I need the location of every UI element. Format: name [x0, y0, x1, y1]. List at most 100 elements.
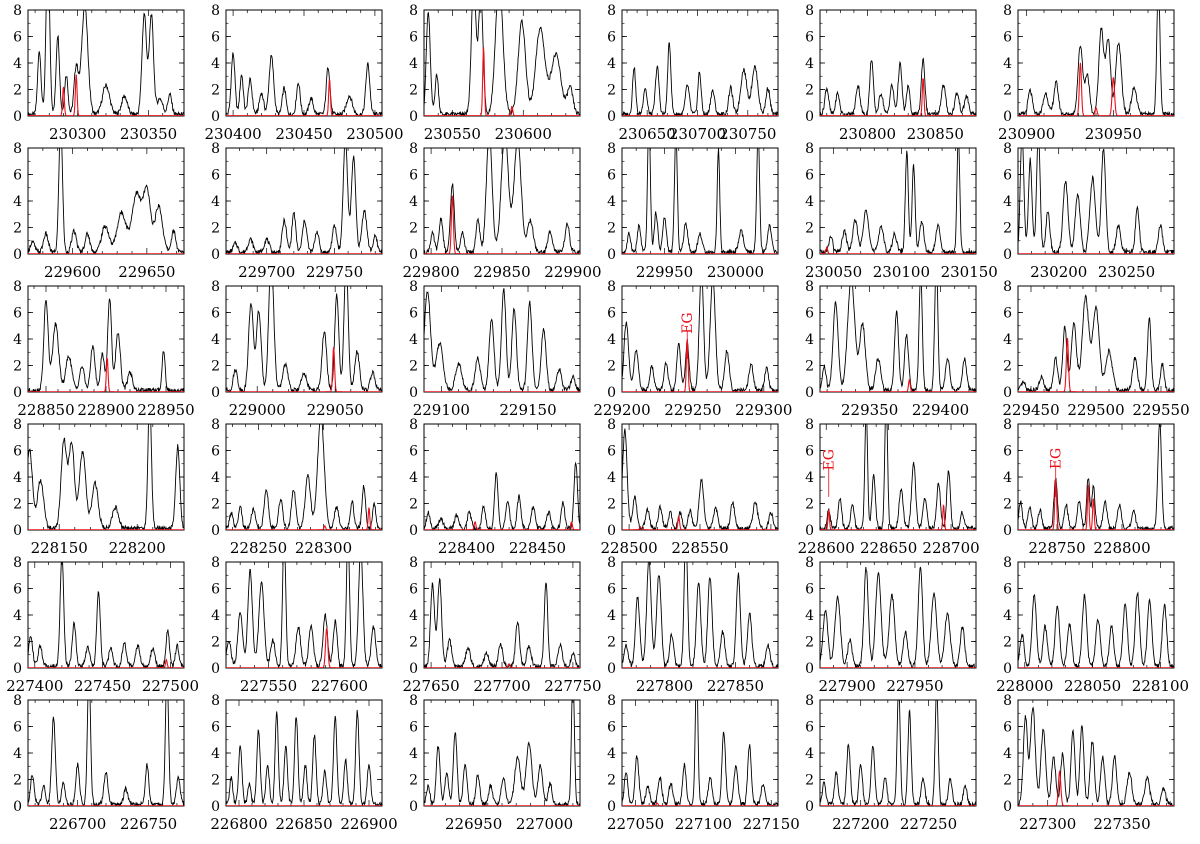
spectrum-panel-22: 0 2 4 6 8 228500 228550	[600, 417, 779, 557]
y-tick-label: 0	[409, 247, 418, 263]
spectrum-panel-3: 0 2 4 6 8 230550 230600	[409, 3, 581, 143]
y-tick-label: 4	[409, 608, 418, 624]
x-tick-label: 229100	[413, 401, 470, 419]
spectrum-panel-36: 0 2 4 6 8 227300 227350	[1003, 693, 1175, 833]
y-tick-label: 4	[607, 746, 616, 762]
x-tick-label: 228550	[671, 539, 728, 557]
observed-spectrum-line	[622, 42, 778, 116]
y-tick-label: 6	[805, 720, 814, 736]
observed-spectrum-line	[820, 424, 976, 530]
y-tick-label: 4	[211, 470, 220, 486]
y-tick-label: 8	[409, 3, 418, 19]
y-tick-label: 2	[607, 359, 616, 375]
observed-spectrum-line	[1018, 10, 1174, 116]
x-tick-label: 227800	[636, 677, 693, 695]
y-tick-label: 8	[1003, 693, 1012, 709]
x-tick-label: 227950	[886, 677, 943, 695]
observed-spectrum-line	[226, 286, 382, 392]
y-tick-label: 2	[1003, 83, 1012, 99]
observed-spectrum-line	[28, 424, 184, 530]
y-tick-label: 6	[607, 306, 616, 322]
model-spectrum-line	[226, 627, 382, 668]
x-tick-label: 227450	[74, 677, 131, 695]
y-tick-label: 8	[805, 141, 814, 157]
line-label: EG	[1049, 448, 1065, 469]
spectrum-panel-24: 0 2 4 6 8 228750 228800 EG	[1003, 417, 1175, 557]
y-tick-label: 4	[1003, 332, 1012, 348]
y-tick-label: 0	[211, 523, 220, 539]
model-spectrum-line	[820, 378, 976, 392]
x-tick-label: 230750	[719, 125, 776, 143]
x-tick-label: 227400	[6, 677, 63, 695]
x-tick-label: 228000	[996, 677, 1053, 695]
y-tick-label: 4	[13, 608, 22, 624]
spectrum-panel-34: 0 2 4 6 8 227050 227100 227150	[607, 693, 800, 833]
y-tick-label: 2	[805, 497, 814, 513]
y-tick-label: 8	[409, 417, 418, 433]
y-tick-label: 8	[1003, 3, 1012, 19]
y-tick-label: 6	[409, 306, 418, 322]
x-tick-label: 226700	[49, 815, 106, 833]
y-tick-label: 6	[211, 168, 220, 184]
x-tick-label: 229000	[229, 401, 286, 419]
plot-frame	[423, 9, 581, 117]
y-tick-label: 0	[1003, 385, 1012, 401]
model-spectrum-line	[622, 338, 778, 392]
y-tick-label: 2	[1003, 497, 1012, 513]
y-tick-label: 6	[805, 444, 814, 460]
y-tick-label: 6	[607, 30, 616, 46]
y-tick-label: 0	[409, 385, 418, 401]
y-tick-label: 4	[805, 56, 814, 72]
y-tick-label: 0	[607, 247, 616, 263]
y-tick-label: 4	[805, 470, 814, 486]
y-tick-label: 4	[13, 746, 22, 762]
x-tick-label: 228500	[600, 539, 657, 557]
spectrum-panel-28: 0 2 4 6 8 227800 227850	[607, 555, 779, 695]
observed-spectrum-line	[28, 700, 184, 806]
plot-frame	[819, 9, 977, 117]
x-tick-label: 227050	[607, 815, 664, 833]
x-tick-label: 230800	[839, 125, 896, 143]
x-tick-label: 229650	[118, 263, 175, 281]
y-tick-label: 6	[805, 582, 814, 598]
y-tick-label: 0	[211, 385, 220, 401]
x-tick-label: 228600	[798, 539, 855, 557]
x-tick-label: 230600	[495, 125, 552, 143]
observed-spectrum-line	[424, 288, 580, 392]
model-spectrum-line	[28, 357, 184, 392]
y-tick-label: 8	[13, 141, 22, 157]
spectrum-panel-20: 0 2 4 6 8 228250 228300	[211, 417, 383, 557]
observed-spectrum-line	[28, 562, 184, 668]
plot-frame	[621, 147, 779, 255]
y-tick-label: 8	[409, 555, 418, 571]
plot-frame	[423, 699, 581, 807]
x-tick-label: 228250	[230, 539, 287, 557]
y-tick-label: 4	[805, 746, 814, 762]
x-tick-label: 229700	[238, 263, 295, 281]
y-tick-label: 0	[211, 109, 220, 125]
x-tick-label: 227300	[1019, 815, 1076, 833]
y-tick-label: 6	[409, 30, 418, 46]
y-tick-label: 0	[607, 799, 616, 815]
y-tick-label: 4	[211, 746, 220, 762]
x-tick-label: 226800	[210, 815, 267, 833]
y-tick-label: 8	[13, 3, 22, 19]
plot-frame	[621, 9, 779, 117]
y-tick-label: 6	[13, 168, 22, 184]
y-tick-label: 0	[1003, 109, 1012, 125]
model-spectrum-line	[622, 802, 778, 806]
x-tick-label: 229450	[1002, 401, 1059, 419]
y-tick-label: 0	[13, 523, 22, 539]
y-tick-label: 2	[13, 497, 22, 513]
y-tick-label: 4	[805, 332, 814, 348]
plot-frame	[423, 561, 581, 669]
y-tick-label: 6	[805, 168, 814, 184]
x-tick-label: 227350	[1093, 815, 1150, 833]
x-tick-label: 230250	[1098, 263, 1155, 281]
model-spectrum-line	[820, 245, 976, 254]
x-tick-label: 227650	[402, 677, 459, 695]
x-tick-label: 228750	[1028, 539, 1085, 557]
x-tick-label: 228650	[860, 539, 917, 557]
y-tick-label: 4	[607, 608, 616, 624]
y-tick-label: 2	[409, 773, 418, 789]
